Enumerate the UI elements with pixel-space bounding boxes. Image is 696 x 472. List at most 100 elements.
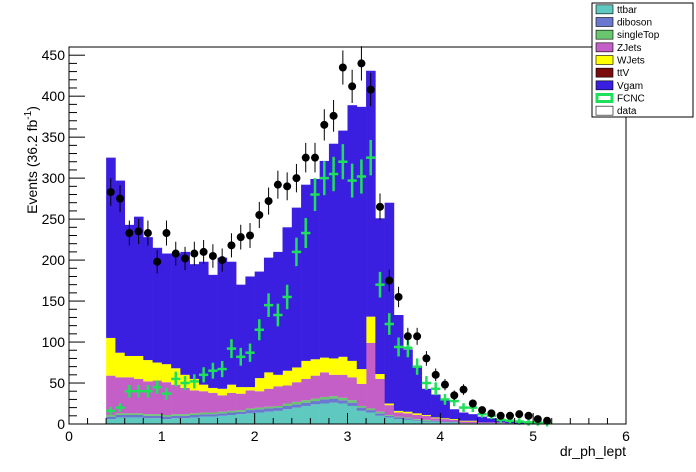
bar-WJets (412, 413, 423, 415)
bar-ZJets (273, 386, 283, 406)
fcnc-point (180, 376, 190, 390)
bar-singleTop (124, 413, 135, 415)
bar-ttbar (226, 414, 237, 424)
fcnc-point (291, 237, 302, 267)
bar-ZJets (449, 419, 460, 422)
data-point (487, 409, 496, 418)
legend-label: ZJets (617, 43, 641, 54)
y-axis-title-close: ) (24, 106, 40, 111)
bar-WJets (440, 418, 450, 420)
fcnc-point (115, 403, 125, 413)
fcnc-point (347, 163, 357, 198)
bar-Vgam (236, 284, 246, 388)
data-point (431, 368, 440, 382)
bar-singleTop (328, 396, 339, 399)
bar-ZJets (486, 422, 497, 424)
bar-ZJets (106, 375, 116, 415)
bar-Vgam (208, 274, 218, 388)
bar-WJets (133, 355, 144, 379)
bar-singleTop (198, 412, 209, 415)
legend-label: WJets (617, 56, 645, 67)
bar-ttbar (384, 417, 395, 424)
bar-WJets (375, 374, 385, 379)
bar-singleTop (263, 406, 274, 409)
bar-singleTop (384, 414, 395, 416)
y-tick-label: 0 (57, 416, 65, 432)
bar-WJets (106, 337, 116, 376)
bar-singleTop (319, 396, 330, 400)
fcnc-point (523, 419, 534, 426)
bar-diboson (328, 398, 339, 403)
bar-WJets (254, 378, 265, 392)
bar-WJets (421, 414, 432, 416)
y-tick-label: 300 (42, 170, 66, 186)
bar-singleTop (254, 407, 265, 410)
x-axis-title: dr_ph_lept (560, 443, 626, 459)
bar-singleTop (375, 411, 385, 414)
bar-ZJets (310, 375, 320, 399)
data-point (505, 411, 514, 420)
fcnc-point (152, 380, 162, 394)
data-point (246, 223, 255, 248)
fcnc-point (133, 384, 144, 398)
fcnc-point (124, 384, 134, 398)
bar-Vgam (124, 224, 135, 356)
fcnc-point (440, 394, 450, 405)
bar-singleTop (301, 400, 311, 403)
bar-Vgam (421, 388, 432, 415)
y-tick-label: 250 (42, 211, 66, 227)
legend-swatch (595, 42, 614, 53)
bar-WJets (458, 420, 469, 422)
bar-Vgam (310, 178, 320, 360)
bar-ttbar (421, 421, 432, 424)
bar-ttbar (282, 409, 293, 424)
data-point (190, 241, 199, 266)
bar-diboson (273, 407, 283, 411)
y-axis-title: Events (36.2 fb-1) (23, 106, 40, 214)
bar-singleTop (161, 414, 172, 417)
bar-ZJets (421, 415, 432, 420)
data-point (181, 246, 190, 271)
bar-singleTop (393, 416, 404, 418)
series-diboson (106, 398, 460, 423)
bar-diboson (236, 411, 246, 415)
bar-diboson (319, 399, 330, 404)
bar-Vgam (106, 157, 116, 338)
fcnc-point (366, 139, 376, 176)
bar-ZJets (245, 390, 255, 409)
bar-singleTop (133, 413, 144, 415)
bar-WJets (198, 384, 209, 392)
legend-swatch (595, 105, 614, 116)
data-point (143, 220, 152, 246)
fcnc-point (171, 371, 181, 387)
fcnc-point (375, 271, 385, 298)
bar-WJets (356, 369, 367, 384)
bar-diboson (347, 402, 358, 406)
bar-WJets (366, 316, 376, 343)
bar-singleTop (115, 413, 125, 415)
bar-ZJets (403, 413, 413, 418)
y-tick-label: 400 (42, 88, 66, 104)
bar-diboson (366, 410, 376, 413)
fcnc-point (226, 339, 237, 359)
bar-diboson (412, 419, 423, 421)
data-point (515, 410, 524, 419)
bar-ZJets (282, 385, 293, 404)
fcnc-point (384, 313, 394, 335)
data-point (171, 241, 180, 266)
data-point (218, 248, 227, 272)
y-tick-label: 50 (49, 375, 65, 391)
bar-diboson (431, 420, 441, 422)
data-point (292, 163, 301, 193)
bar-singleTop (403, 417, 413, 419)
y-axis-title-main: Events (36.2 fb (24, 119, 40, 213)
bar-singleTop (310, 398, 320, 402)
bar-WJets (124, 355, 135, 378)
bar-singleTop (236, 410, 246, 412)
bar-singleTop (189, 413, 200, 415)
bar-Vgam (245, 276, 255, 388)
bar-Vgam (384, 202, 395, 404)
legend-item-ZJets: ZJets (595, 42, 641, 54)
bar-ttbar (254, 412, 265, 424)
fcnc-point (421, 376, 432, 390)
